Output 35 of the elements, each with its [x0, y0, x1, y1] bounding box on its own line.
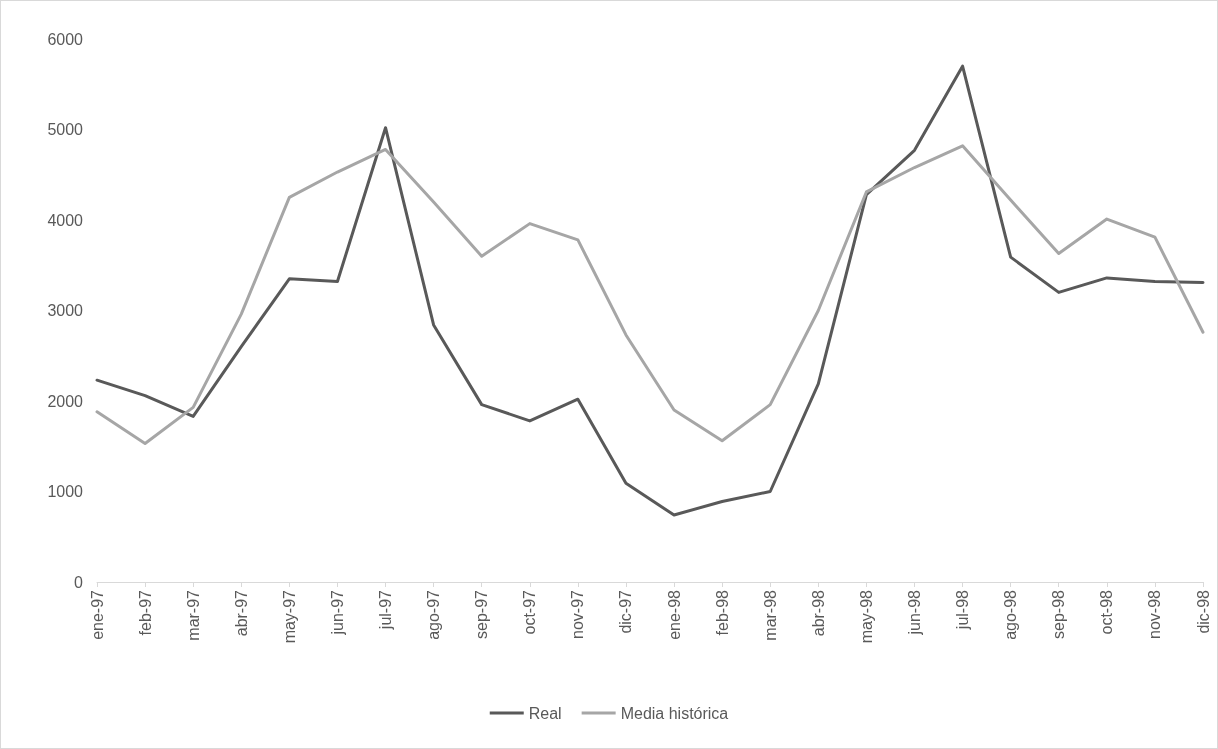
x-tick-label: sep-97 — [473, 589, 491, 639]
line-series — [95, 144, 1205, 446]
y-tick-label: 0 — [74, 573, 84, 591]
y-tick-label: 4000 — [47, 211, 84, 229]
x-tick-label: abr-98 — [809, 589, 827, 637]
x-tick-label: feb-98 — [713, 589, 731, 636]
legend-label: Media histórica — [620, 704, 729, 722]
x-tick-label: dic-98 — [1194, 589, 1212, 634]
legend-label: Real — [528, 704, 562, 722]
x-tick-label: nov-97 — [569, 589, 587, 639]
y-tick-label: 3000 — [47, 302, 84, 319]
x-tick-label: may-97 — [280, 589, 298, 644]
x-tick-label: jul-98 — [954, 589, 972, 631]
x-tick-label: ago-97 — [425, 589, 443, 640]
y-tick-label: 6000 — [47, 30, 84, 48]
y-tick-label: 1000 — [47, 483, 84, 500]
x-tick-label: mar-97 — [184, 589, 202, 641]
x-tick-label: mar-98 — [761, 589, 779, 641]
x-tick-label: ene-97 — [88, 589, 106, 640]
x-tick-label: oct-98 — [1098, 589, 1116, 635]
x-tick-label: abr-97 — [232, 589, 250, 637]
x-tick-label: feb-97 — [136, 589, 154, 636]
x-tick-label: nov-98 — [1146, 589, 1164, 639]
line-series — [95, 64, 1205, 517]
x-tick-label: jul-97 — [377, 589, 395, 631]
x-tick-label: jun-97 — [328, 589, 346, 636]
x-tick-label: ago-98 — [1002, 589, 1020, 640]
x-tick-label: jun-98 — [905, 589, 923, 636]
x-tick-label: sep-98 — [1050, 589, 1068, 639]
y-tick-label: 5000 — [47, 121, 84, 138]
x-tick-label: ene-98 — [665, 589, 683, 640]
x-tick-label: oct-97 — [521, 589, 539, 635]
x-tick-label: dic-97 — [617, 589, 635, 634]
y-tick-label: 2000 — [47, 392, 84, 410]
x-tick-label: may-98 — [857, 589, 875, 644]
